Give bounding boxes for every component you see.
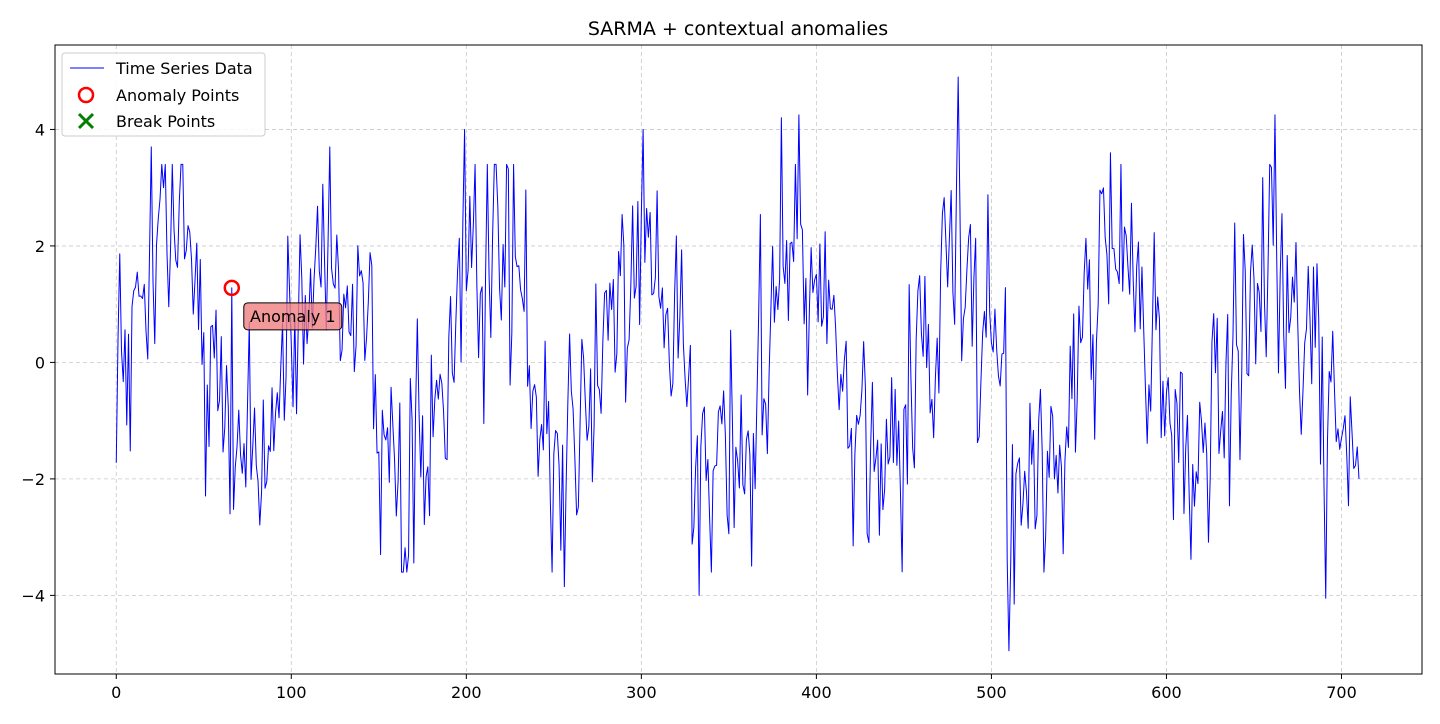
y-tick-label: 4 [35,120,45,139]
legend-x-swatch [77,112,95,130]
tick-layer: 0 100 200 300 400 500 600 700 −4 −2 0 2 4 [21,120,1356,702]
marker-layer [223,279,241,297]
series-line-time-series-data [115,76,1360,652]
x-tick-label: 700 [1326,683,1357,702]
y-tick-label: 2 [35,237,45,256]
legend: Time Series Data Anomaly Points Break Poin… [61,52,266,137]
chart-title: SARMA + contextual anomalies [588,18,888,40]
legend-label: Break Points [116,112,215,131]
legend-entry-break-points: Break Points [77,112,215,131]
legend-label: Time Series Data [115,59,253,78]
annotation-box [243,302,343,331]
series-layer [115,76,1360,652]
anomaly-point-marker [223,279,241,297]
legend-entry-time-series-data: Time Series Data [70,59,253,78]
legend-label: Anomaly Points [116,86,239,105]
x-tick-label: 300 [626,683,657,702]
y-tick-label: −4 [21,586,45,605]
x-tick-label: 0 [111,683,121,702]
annotation-label: Anomaly 1 [250,307,335,326]
x-tick-label: 500 [976,683,1007,702]
x-tick-label: 400 [801,683,832,702]
legend-frame [61,52,266,137]
plot-area [55,45,1422,674]
plot-frame [54,44,1423,675]
x-tick-label: 600 [1151,683,1182,702]
legend-circle-swatch [77,86,95,104]
x-tick-label: 200 [451,683,482,702]
y-tick-label: −2 [21,470,45,489]
annotation-layer: Anomaly 1 [243,302,343,331]
anomaly-annotation: Anomaly 1 [243,302,343,331]
x-tick-label: 100 [276,683,307,702]
legend-entry-anomaly-points: Anomaly Points [77,86,239,105]
y-tick-label: 0 [35,353,45,372]
